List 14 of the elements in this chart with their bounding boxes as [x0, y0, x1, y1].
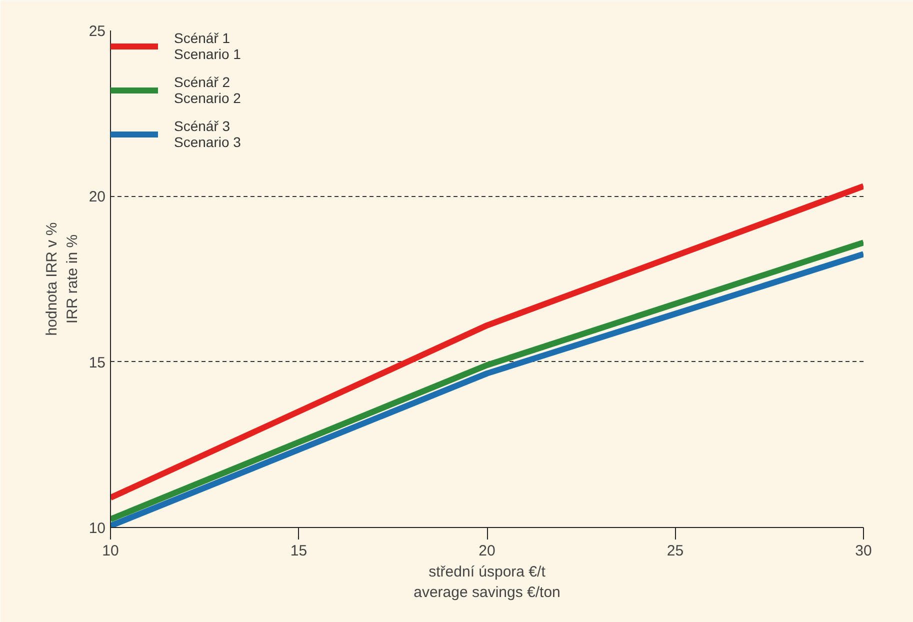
x-tick-label: 20 [478, 542, 496, 560]
y-tick-label: 20 [88, 188, 106, 206]
y-tick-label: 25 [88, 23, 106, 40]
y-axis-title: hodnota IRR v % IRR rate in % [43, 222, 81, 336]
legend-label: Scénář 2 Scenario 2 [174, 74, 241, 106]
x-tick-label: 10 [102, 542, 119, 560]
legend-label: Scénář 3 Scenario 3 [174, 118, 241, 150]
x-tick-label: 15 [290, 542, 308, 560]
legend-label: Scénář 1 Scenario 1 [174, 30, 241, 62]
y-tick-label: 15 [88, 354, 106, 372]
y-tick-label: 10 [88, 520, 106, 537]
x-tick-label: 30 [855, 542, 872, 560]
x-axis-title: střední úspora €/t average savings €/ton [414, 564, 560, 601]
x-tick-label: 25 [666, 542, 684, 560]
